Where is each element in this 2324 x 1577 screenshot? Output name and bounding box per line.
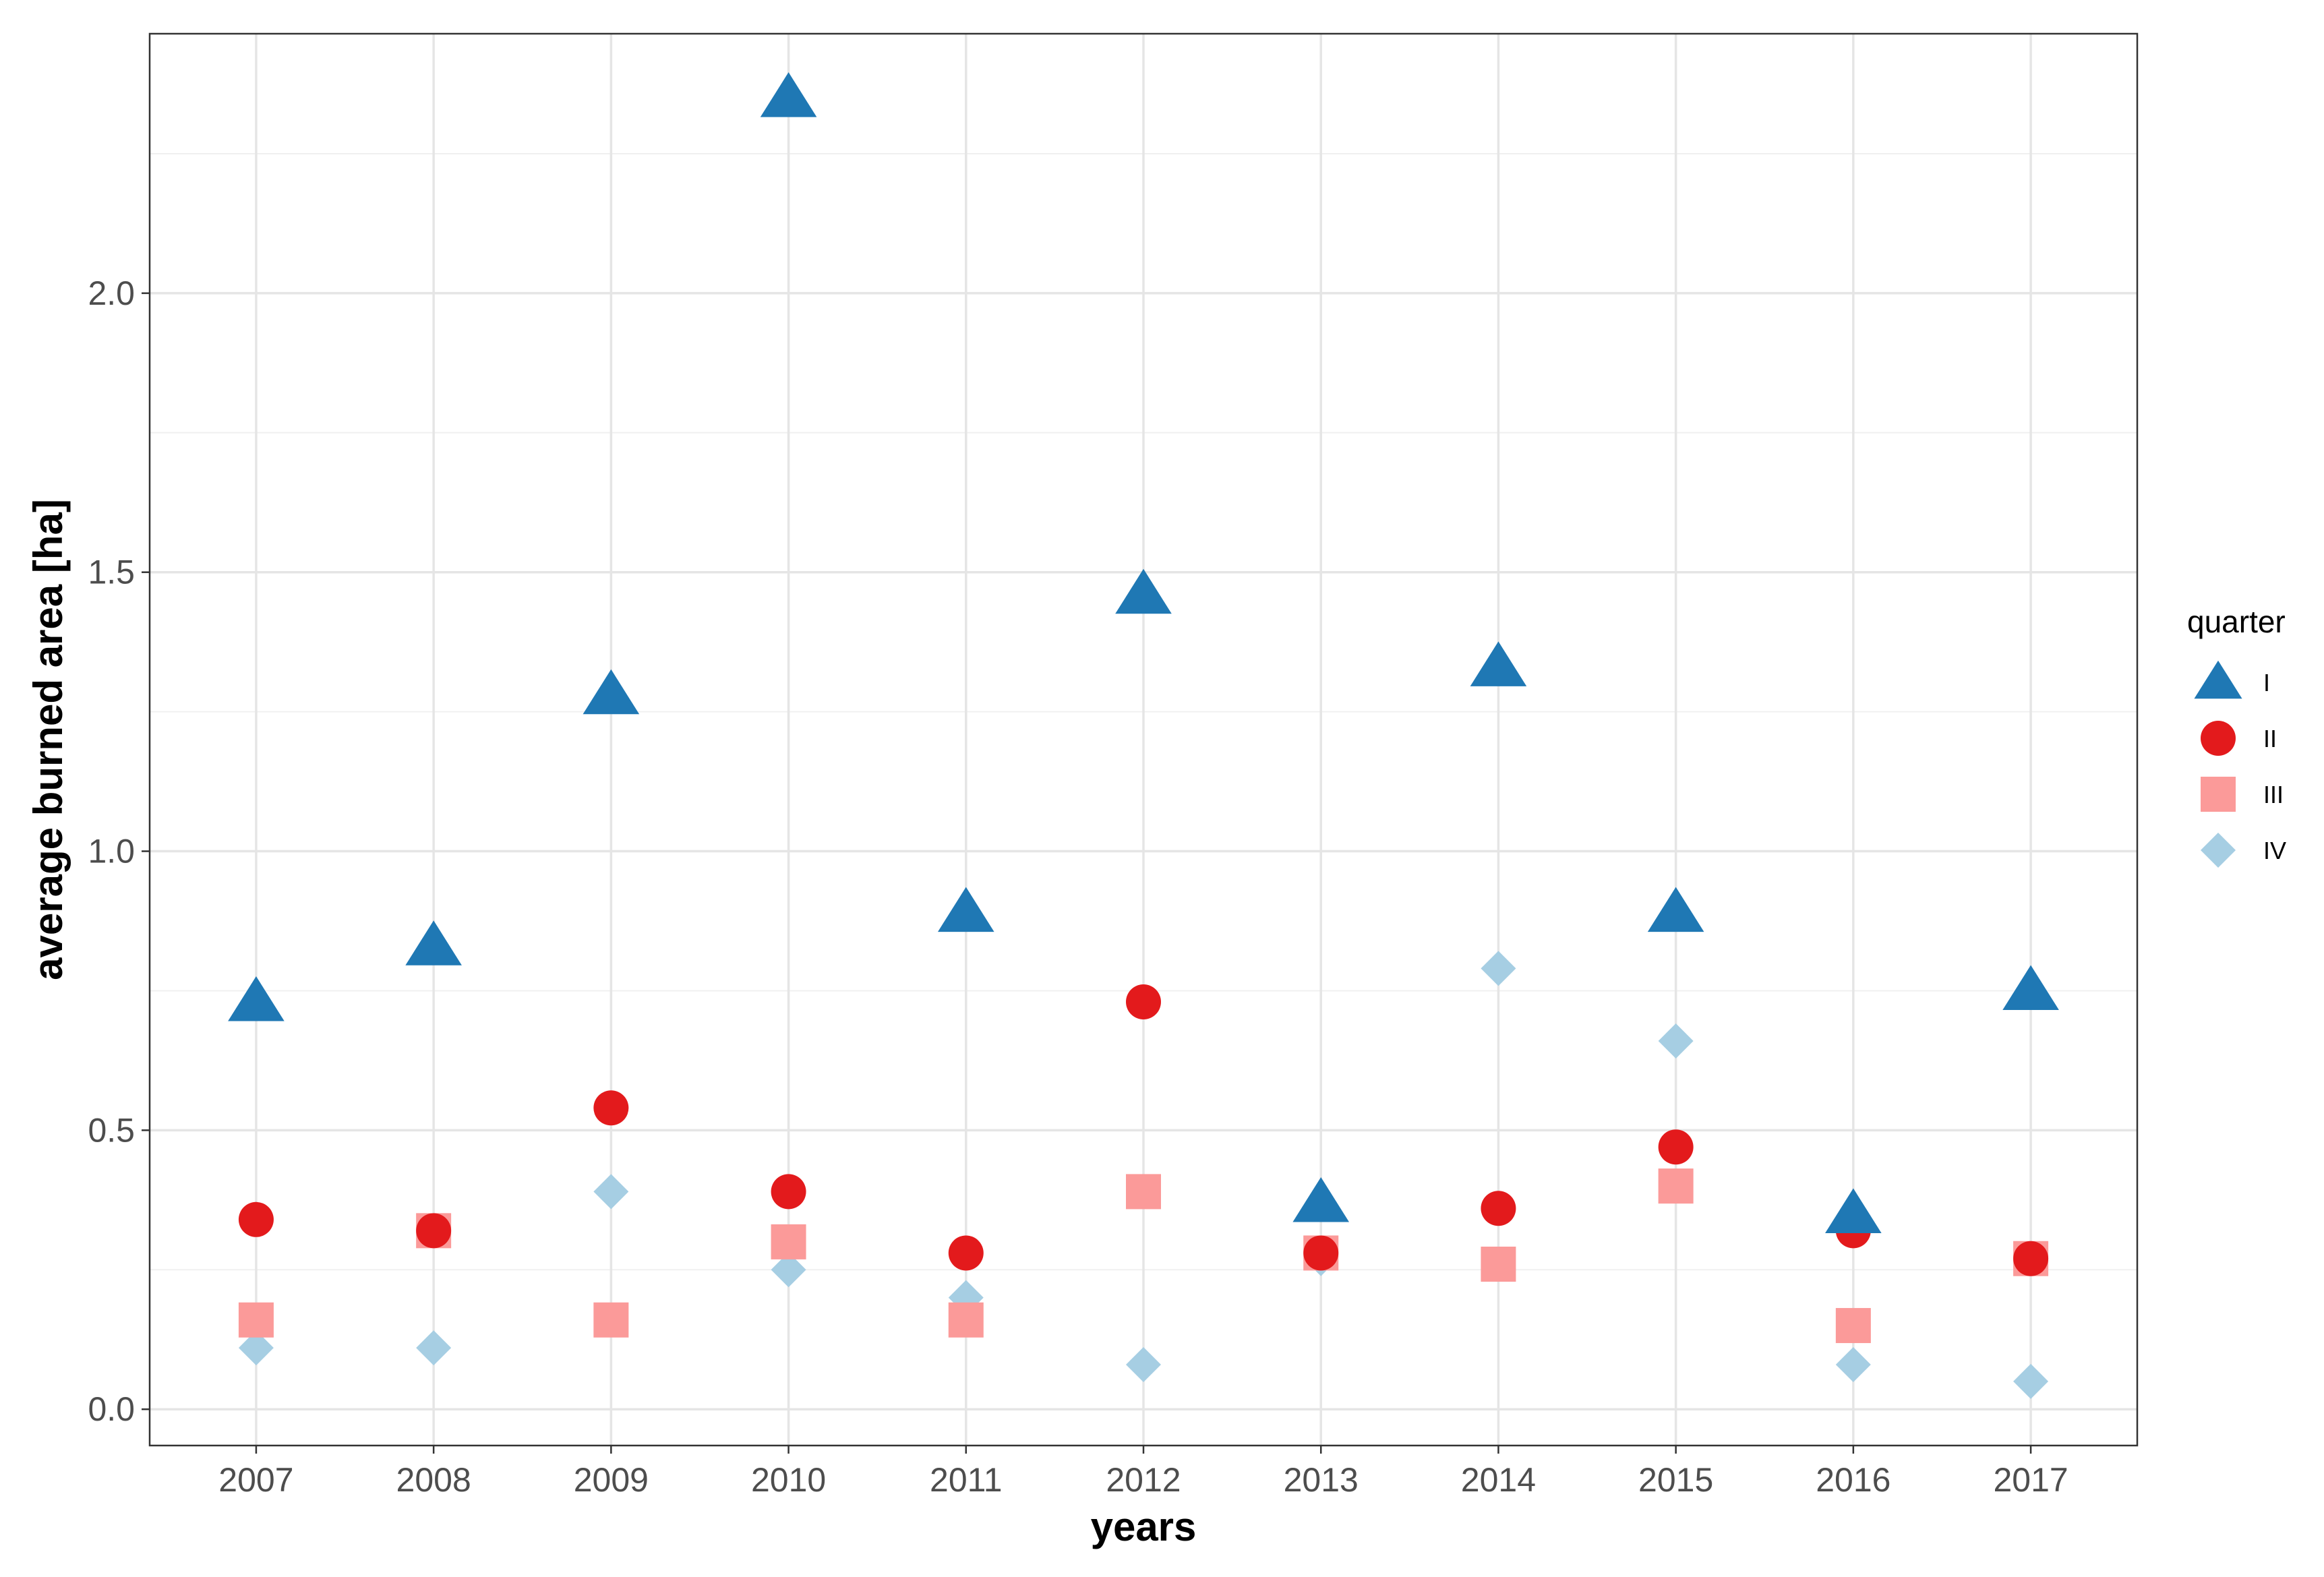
data-point-i: [760, 72, 817, 117]
data-point-ii: [238, 1201, 274, 1237]
legend-key-iv: [2201, 833, 2236, 868]
data-point-iii: [1835, 1308, 1871, 1344]
data-point-i: [228, 976, 285, 1021]
x-tick-label: 2017: [1993, 1461, 2068, 1499]
data-point-iii: [1126, 1174, 1161, 1210]
data-point-ii: [1658, 1129, 1694, 1165]
data-point-iv: [771, 1252, 806, 1288]
x-tick-label: 2009: [574, 1461, 649, 1499]
legend-key-iii: [2201, 777, 2236, 812]
data-point-iii: [593, 1302, 629, 1338]
data-point-i: [1115, 568, 1172, 614]
data-point-iv: [2013, 1363, 2049, 1399]
grid-lines: [150, 34, 2137, 1446]
data-point-iii: [948, 1302, 984, 1338]
legend-title: quarter: [2187, 604, 2286, 639]
data-point-i: [937, 887, 994, 932]
data-point-iii: [238, 1302, 274, 1338]
data-point-iv: [1481, 951, 1516, 986]
data-point-ii: [948, 1235, 984, 1271]
y-tick-label: 1.0: [88, 833, 135, 870]
data-point-iv: [416, 1330, 452, 1366]
legend-label-i: I: [2263, 669, 2270, 696]
y-tick-label: 2.0: [88, 274, 135, 312]
data-point-i: [1470, 641, 1527, 686]
axes: 0.0 0.5 1.0 1.5 2.0 2007 2008 2009 2010 2011 2012 2…: [88, 274, 2068, 1499]
x-tick-label: 2008: [396, 1461, 471, 1499]
legend-label-iv: IV: [2263, 837, 2286, 864]
data-points: [228, 72, 2059, 1399]
data-point-iii: [771, 1224, 806, 1259]
legend-key-i: [2194, 660, 2242, 699]
data-point-ii: [416, 1213, 452, 1249]
data-point-ii: [593, 1090, 629, 1126]
data-point-i: [1292, 1177, 1350, 1222]
data-point-i: [1647, 887, 1704, 932]
data-point-iv: [593, 1174, 629, 1210]
data-point-ii: [1303, 1235, 1339, 1271]
x-tick-label: 2016: [1816, 1461, 1890, 1499]
data-point-ii: [1126, 984, 1161, 1020]
data-point-ii: [771, 1174, 806, 1210]
legend-label-iii: III: [2263, 781, 2284, 808]
x-tick-label: 2015: [1638, 1461, 1713, 1499]
data-point-i: [405, 920, 462, 965]
x-tick-label: 2014: [1461, 1461, 1536, 1499]
data-point-iv: [1835, 1346, 1871, 1382]
x-tick-label: 2012: [1106, 1461, 1181, 1499]
data-point-iv: [1126, 1346, 1161, 1382]
legend-label-ii: II: [2263, 725, 2277, 752]
data-point-iv: [1658, 1023, 1694, 1059]
data-point-i: [583, 669, 640, 715]
data-point-iii: [1658, 1168, 1694, 1204]
x-axis-title: years: [1091, 1504, 1197, 1549]
x-tick-label: 2007: [218, 1461, 293, 1499]
x-tick-label: 2011: [930, 1461, 1003, 1499]
y-tick-label: 0.0: [88, 1390, 135, 1428]
y-tick-label: 1.5: [88, 554, 135, 591]
data-point-ii: [1481, 1191, 1516, 1226]
y-tick-label: 0.5: [88, 1111, 135, 1149]
data-point-i: [1825, 1188, 1882, 1234]
data-point-ii: [2013, 1241, 2049, 1276]
x-tick-label: 2013: [1284, 1461, 1359, 1499]
x-tick-label: 2010: [751, 1461, 826, 1499]
data-point-iii: [1481, 1247, 1516, 1282]
y-axis-title: average burned area [ha]: [26, 499, 71, 980]
data-point-iv: [238, 1330, 274, 1366]
legend-key-ii: [2201, 721, 2236, 756]
data-point-i: [2002, 965, 2059, 1010]
